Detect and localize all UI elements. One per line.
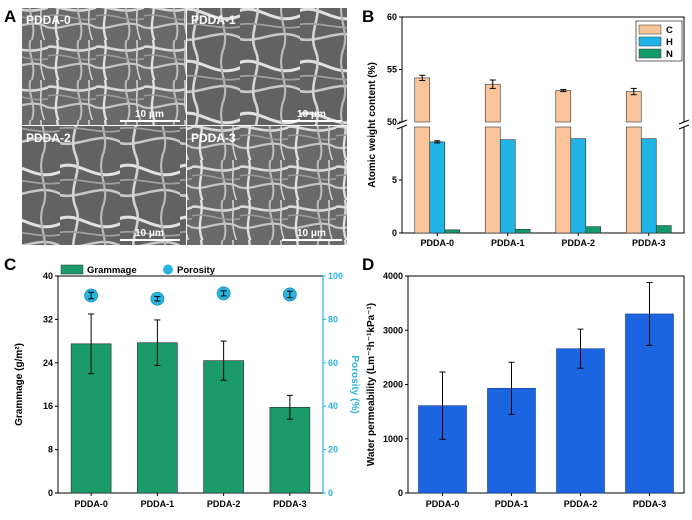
y-axis-title: Atomic weight content (%) bbox=[367, 62, 378, 188]
legend-label: N bbox=[666, 49, 673, 60]
bar-c-lower bbox=[414, 126, 431, 234]
y-tick-label: 60 bbox=[387, 12, 397, 22]
axis-break-mark bbox=[396, 119, 408, 125]
bar-c bbox=[625, 91, 642, 123]
sem-label: PDDA-2 bbox=[26, 131, 71, 145]
bar-n bbox=[585, 226, 602, 234]
sem-scale: 10 μm bbox=[297, 228, 326, 239]
bar-n bbox=[444, 229, 461, 234]
bar-n bbox=[655, 225, 672, 234]
x-tick-label: PDDA-0 bbox=[426, 499, 460, 509]
sem-image-pdda-2: PDDA-2 10 μm bbox=[22, 126, 186, 245]
y-tick-label: 16 bbox=[43, 401, 53, 411]
axis-break-mark bbox=[678, 119, 690, 125]
legend-label: C bbox=[666, 25, 673, 36]
y-right-tick-label: 0 bbox=[328, 488, 333, 498]
sem-image-pdda-0: PDDA-0 10 μm bbox=[22, 8, 186, 125]
y-right-tick-label: 80 bbox=[328, 314, 338, 324]
y-tick-label: 8 bbox=[48, 445, 53, 455]
sem-label: PDDA-1 bbox=[191, 13, 236, 27]
y-axis-title: Grammage (g/m²) bbox=[14, 343, 25, 426]
legend-label: Porosity bbox=[177, 265, 216, 276]
y-tick-label: 2000 bbox=[383, 380, 403, 390]
sem-scale: 10 μm bbox=[135, 109, 164, 120]
y-axis-title: Water permeability (Lm⁻²h⁻¹kPa⁻¹) bbox=[366, 303, 377, 466]
x-tick-label: PDDA-1 bbox=[495, 499, 529, 509]
bar-c-lower bbox=[625, 126, 642, 234]
x-tick-label: PDDA-2 bbox=[207, 499, 241, 509]
x-tick-label: PDDA-0 bbox=[420, 238, 454, 248]
x-tick-label: PDDA-0 bbox=[74, 499, 108, 509]
y-right-tick-label: 20 bbox=[328, 445, 338, 455]
bar-grammage bbox=[137, 342, 178, 494]
x-tick-label: PDDA-3 bbox=[632, 238, 666, 248]
y-right-axis-title: Porosity (%) bbox=[349, 355, 360, 413]
sem-image-pdda-1: PDDA-1 10 μm bbox=[187, 8, 347, 125]
x-tick-label: PDDA-1 bbox=[491, 238, 525, 248]
bar-grammage bbox=[269, 406, 311, 494]
y-tick-label: 24 bbox=[43, 358, 53, 368]
bar-grammage bbox=[203, 360, 244, 494]
y-tick-label: 0 bbox=[48, 488, 53, 498]
x-tick-label: PDDA-2 bbox=[561, 238, 595, 248]
legend-swatch-grammage bbox=[60, 264, 84, 275]
sem-label: PDDA-0 bbox=[26, 13, 71, 27]
y-tick-label: 0 bbox=[398, 488, 403, 498]
y-right-tick-label: 60 bbox=[328, 358, 338, 368]
bar-h bbox=[640, 138, 657, 234]
x-tick-label: PDDA-3 bbox=[633, 499, 667, 509]
panel-label-d: D bbox=[362, 255, 374, 274]
y-tick-label: 4000 bbox=[383, 271, 403, 281]
y-right-tick-label: 100 bbox=[328, 271, 343, 281]
bar-water-permeability bbox=[556, 348, 605, 494]
x-tick-label: PDDA-2 bbox=[564, 499, 598, 509]
sem-label: PDDA-3 bbox=[191, 131, 236, 145]
legend-swatch bbox=[638, 48, 662, 59]
axis-break-gap bbox=[396, 122, 690, 127]
bar-h bbox=[429, 141, 446, 234]
legend-label: Grammage bbox=[87, 265, 137, 276]
bar-c bbox=[555, 90, 572, 123]
y-tick-label: 40 bbox=[43, 271, 53, 281]
y-tick-label: 55 bbox=[387, 65, 397, 75]
sem-image-pdda-3: PDDA-3 10 μm bbox=[187, 126, 347, 245]
chart-c-grammage-porosity: 0 8 16 24 32 40 0 20 40 60 80 100 Grammage (g/m²) Por… bbox=[14, 264, 360, 509]
bar-n bbox=[514, 228, 531, 234]
panel-label-c: C bbox=[4, 255, 16, 274]
sem-scale: 10 μm bbox=[135, 228, 164, 239]
y-right-tick-label: 40 bbox=[328, 401, 338, 411]
x-tick-label: PDDA-3 bbox=[273, 499, 307, 509]
y-tick-label: 0 bbox=[392, 228, 397, 238]
bar-c bbox=[484, 83, 501, 123]
bar-c-lower bbox=[484, 126, 501, 234]
y-tick-label: 1000 bbox=[383, 434, 403, 444]
y-tick-label: 5 bbox=[392, 175, 397, 185]
chart-d-water-permeability: 0 1000 2000 3000 4000 Water permeability (Lm⁻… bbox=[366, 271, 685, 509]
y-tick-label: 3000 bbox=[383, 325, 403, 335]
axis-break-mark bbox=[678, 124, 690, 130]
legend-swatch bbox=[638, 36, 662, 47]
panel-label-b: B bbox=[362, 7, 374, 26]
bar-h bbox=[570, 138, 587, 234]
y-tick-label: 50 bbox=[387, 117, 397, 127]
bar-c-lower bbox=[555, 126, 572, 234]
sem-scale: 10 μm bbox=[297, 109, 326, 120]
legend-swatch bbox=[638, 24, 662, 35]
legend-swatch-porosity bbox=[163, 264, 173, 275]
bar-h bbox=[499, 139, 516, 234]
y-tick-label: 32 bbox=[43, 314, 53, 324]
chart-b-atomic-weight: 50 55 60 0 5 Atomic weight content (%) PDDA-0 P… bbox=[367, 12, 690, 248]
sem-image-grid: PDDA-0 10 μm PDDA-1 10 μm PDDA-2 10 μm P… bbox=[22, 8, 347, 245]
x-tick-label: PDDA-1 bbox=[141, 499, 175, 509]
axis-break-mark bbox=[396, 124, 408, 130]
legend-label: H bbox=[666, 37, 673, 48]
panel-label-a: A bbox=[4, 7, 16, 26]
bar-c bbox=[414, 77, 431, 123]
